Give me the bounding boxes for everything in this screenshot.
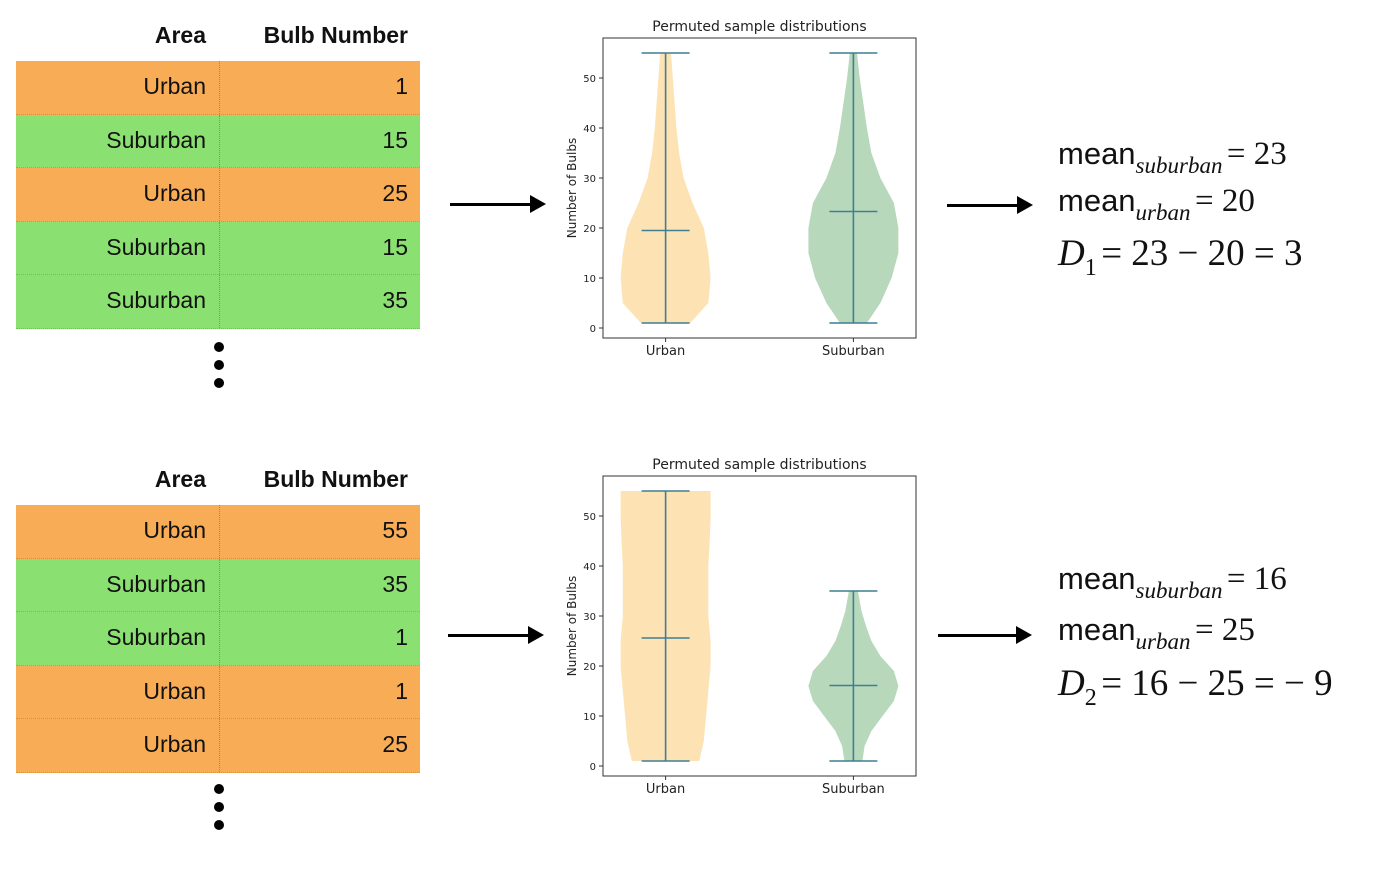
panel-1: Area Bulb Number Urban 1 Suburban 15 Urban… [0,0,1400,434]
continuation-dots-icon [214,784,224,838]
header-bulb-number: Bulb Number [263,466,408,492]
mean-urban-equation: meanurban = 20 [1058,183,1255,225]
cell-area: Urban [143,73,206,99]
plot-frame [602,475,917,777]
chart-title: Permuted sample distributions [652,19,866,35]
cell-area: Suburban [106,126,206,153]
y-tick-label: 0 [590,324,596,335]
header-area: Area [154,22,206,48]
d-index: 1 [1084,255,1097,281]
panel-2: Area Bulb Number Urban 55 Suburban 35 Subu… [0,444,1400,878]
table-row: Urban 1 [16,61,420,115]
y-tick-label: 30 [583,174,596,185]
cell-bulb: 55 [382,517,408,543]
continuation-dots-icon [214,342,224,396]
arrow-right-icon [450,195,546,213]
cell-area: Urban [143,180,206,206]
cell-bulb: 35 [382,570,408,597]
cell-bulb: 35 [382,287,408,313]
difference-equation: D1 = 23 − 20 = 3 [1058,232,1303,281]
cell-bulb: 1 [395,624,408,650]
y-tick-label: 30 [583,612,596,623]
mean-urban-equation: meanurban = 25 [1058,612,1255,654]
cell-bulb: 15 [382,233,408,260]
violin-chart-svg: Permuted sample distributions 0 10 20 30 40 50… [565,457,917,797]
chart-title: Permuted sample distributions [652,457,866,473]
violin-chart: Permuted sample distributions 0 10 20 30 40 50… [550,448,930,808]
x-tick-label: Urban [646,782,685,797]
subscript-urban: urban [1135,200,1191,225]
subscript-suburban: suburban [1135,153,1223,178]
x-tick-label: Urban [646,344,685,359]
mean-urban-value: = 25 [1194,612,1255,648]
y-tick-label: 50 [583,74,596,85]
y-tick-label: 20 [583,224,596,235]
cell-area: Suburban [106,287,206,313]
y-tick-label: 20 [583,662,596,673]
cell-area: Urban [143,731,206,757]
subscript-suburban: suburban [1135,578,1223,603]
violin-chart-svg: Permuted sample distributions 0 10 20 30 40 50… [565,19,917,359]
difference-value: = 23 − 20 = 3 [1101,233,1303,274]
y-axis-label: Number of Bulbs [565,138,579,238]
table-row: Suburban 35 [16,275,420,329]
cell-bulb: 15 [382,126,408,153]
mean-word: mean [1058,612,1136,647]
table-row: Urban 1 [16,665,420,719]
cell-area: Suburban [106,624,206,650]
cell-area: Urban [143,677,206,704]
d-symbol: D [1058,663,1085,704]
arrow-right-icon [947,196,1033,214]
violin-chart: Permuted sample distributions 0 10 20 30 40 50… [550,10,930,370]
mean-word: mean [1058,136,1136,171]
mean-suburban-value: = 16 [1226,561,1287,597]
cell-area: Suburban [106,233,206,260]
x-tick-label: Suburban [822,344,885,359]
table-row: Urban 25 [16,719,420,773]
subscript-urban: urban [1135,629,1191,654]
table-row: Urban 55 [16,505,420,559]
mean-suburban-equation: meansuburban = 16 [1058,561,1287,603]
table-rows: Urban 55 Suburban 35 Suburban 1 Urban 1 Urba… [16,505,420,773]
y-tick-label: 10 [583,712,596,723]
x-tick-label: Suburban [822,782,885,797]
plot-frame [602,37,917,339]
mean-suburban-equation: meansuburban = 23 [1058,136,1287,178]
y-axis-label: Number of Bulbs [565,576,579,676]
header-area: Area [154,466,206,492]
table-row: Suburban 15 [16,114,420,168]
cell-bulb: 25 [382,731,408,757]
arrow-right-icon [938,626,1032,644]
table-row: Urban 25 [16,168,420,222]
mean-urban-value: = 20 [1194,183,1255,219]
header-bulb-number: Bulb Number [263,22,408,48]
y-tick-label: 0 [590,762,596,773]
y-tick-label: 40 [583,124,596,135]
cell-area: Suburban [106,570,206,597]
cell-bulb: 25 [382,180,408,206]
table-rows: Urban 1 Suburban 15 Urban 25 Suburban 15 Sub… [16,61,420,329]
mean-word: mean [1058,561,1136,596]
y-tick-label: 40 [583,562,596,573]
y-tick-label: 50 [583,512,596,523]
d-index: 2 [1084,685,1097,711]
table-header: Area Bulb Number [16,466,420,496]
table-row: Suburban 15 [16,221,420,275]
difference-equation: D2 = 16 − 25 = − 9 [1058,662,1333,711]
difference-value: = 16 − 25 = − 9 [1101,663,1333,704]
d-symbol: D [1058,233,1085,274]
cell-bulb: 1 [395,677,408,704]
mean-suburban-value: = 23 [1226,136,1287,172]
table-header: Area Bulb Number [16,22,420,52]
mean-word: mean [1058,183,1136,218]
arrow-right-icon [448,626,544,644]
table-row: Suburban 1 [16,612,420,666]
cell-bulb: 1 [395,73,408,99]
table-row: Suburban 35 [16,558,420,612]
cell-area: Urban [143,517,206,543]
y-tick-label: 10 [583,274,596,285]
